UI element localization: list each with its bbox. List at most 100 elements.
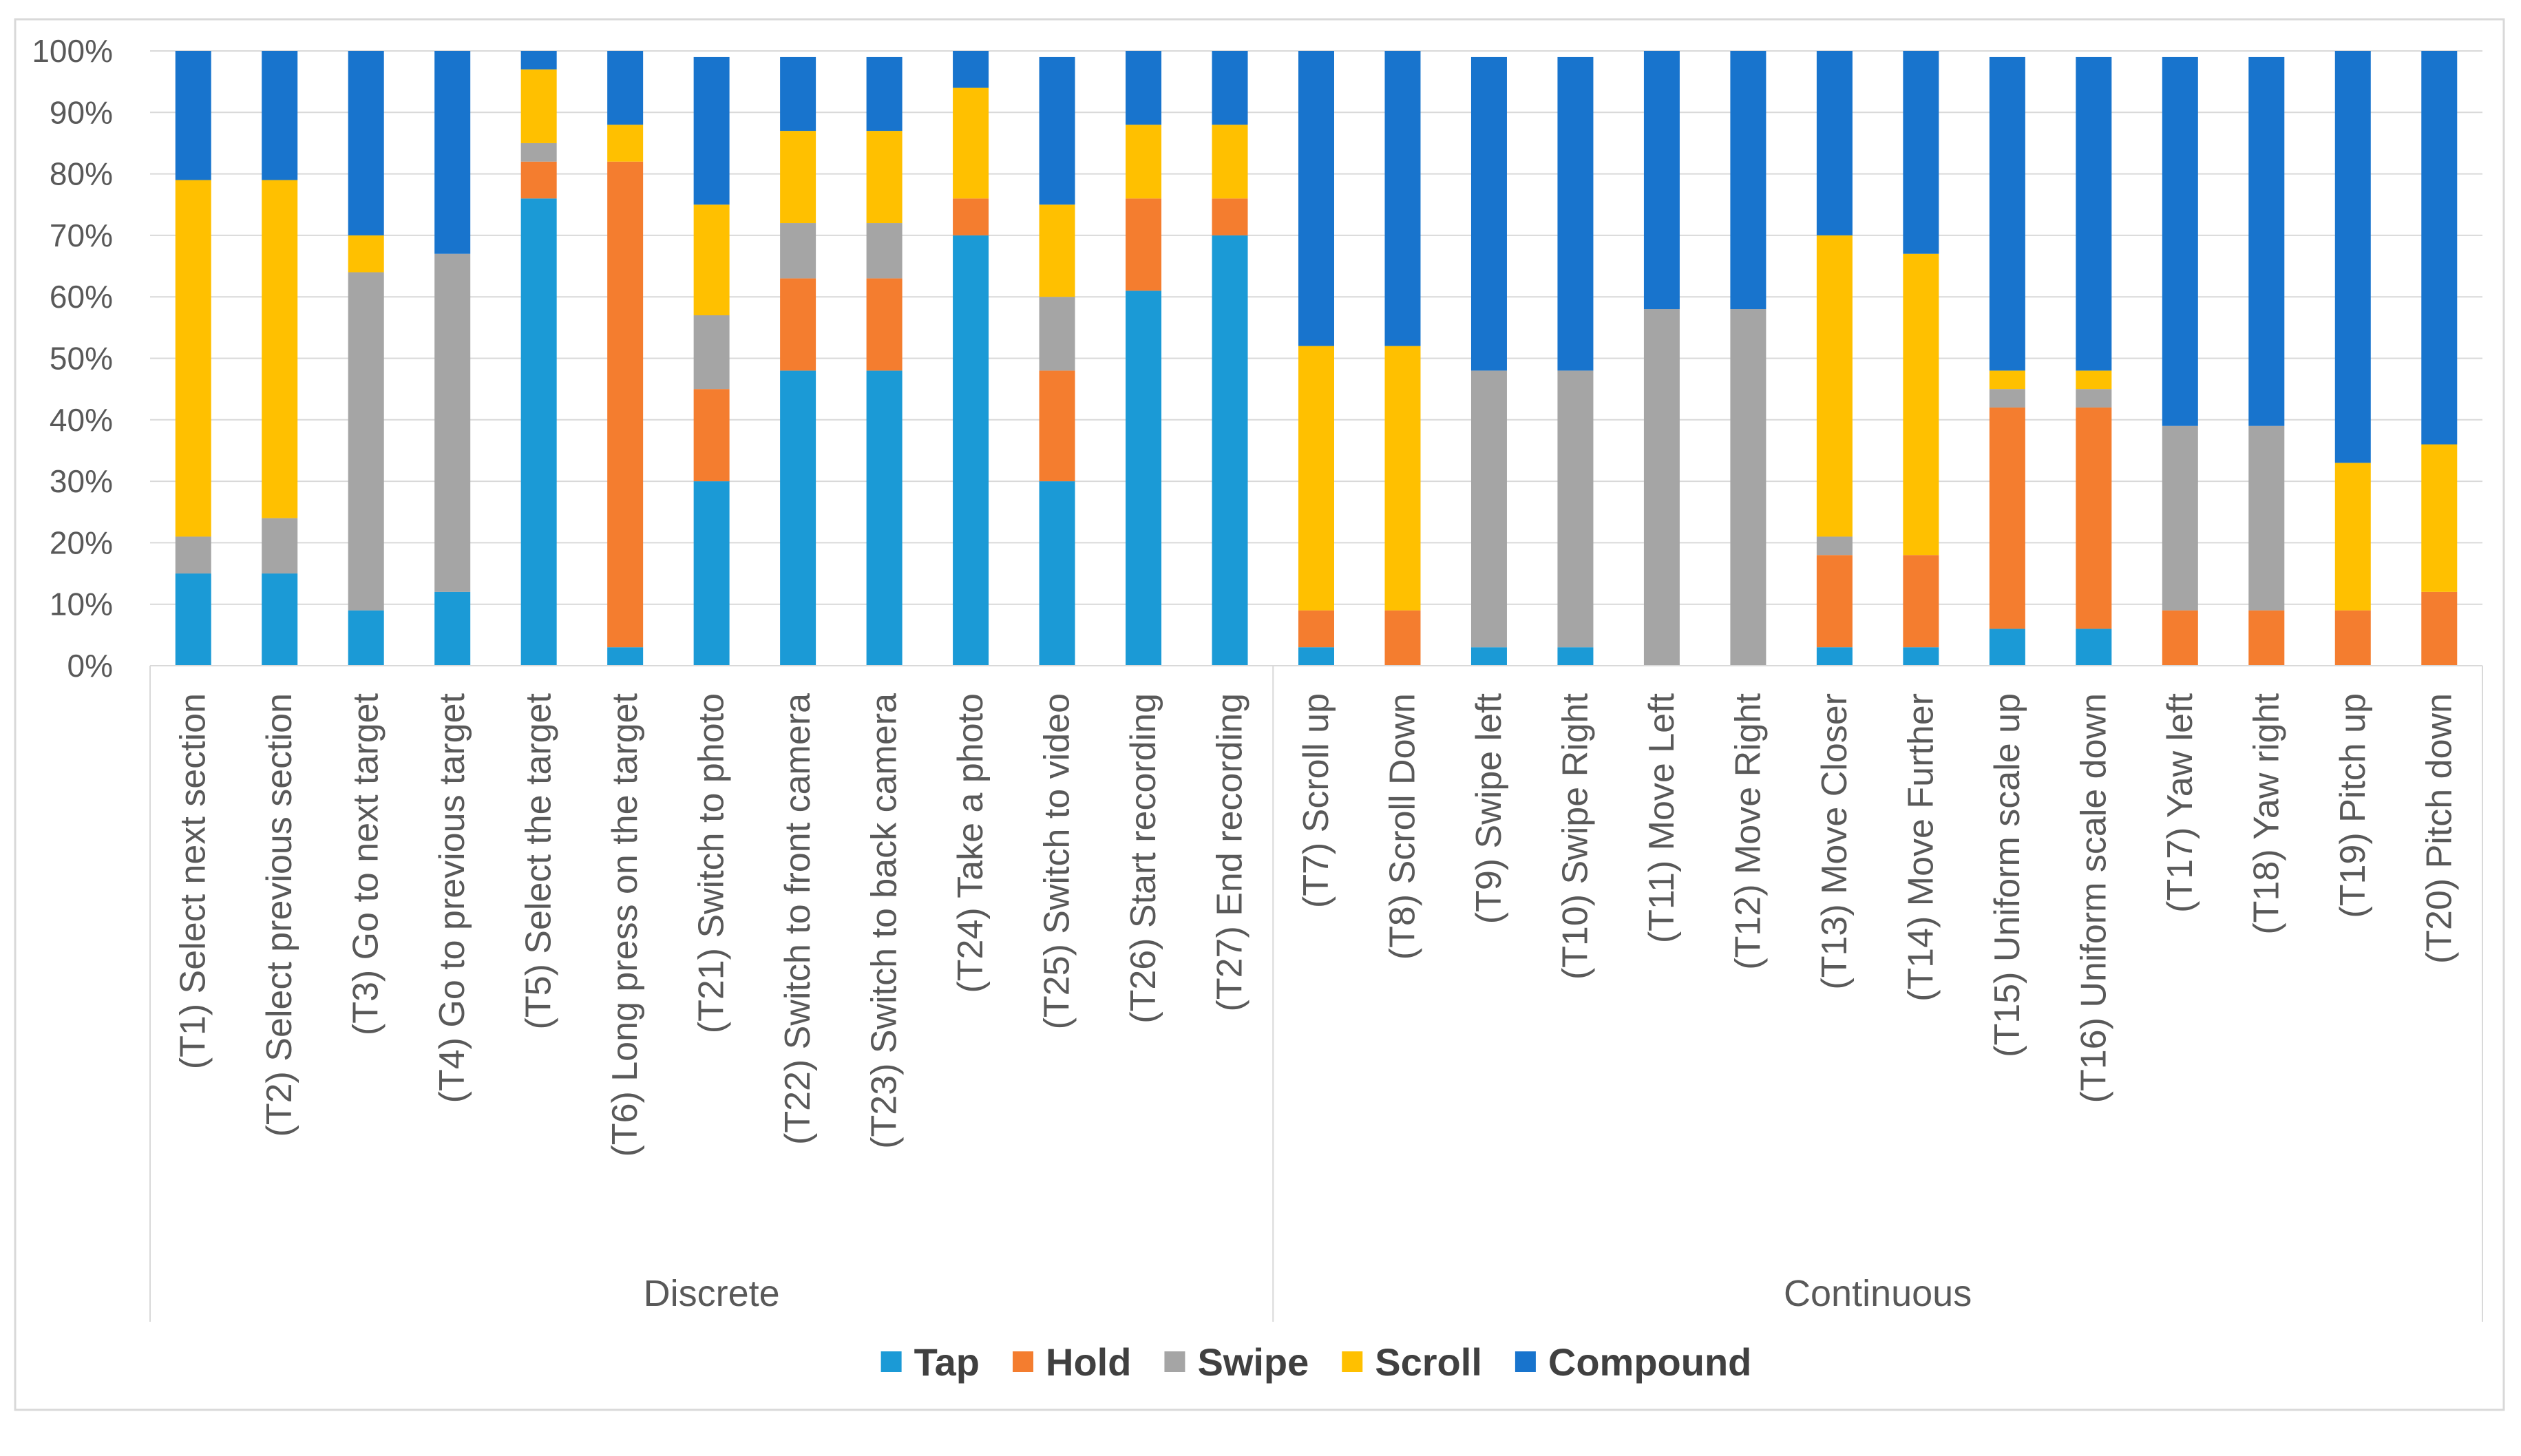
axes: 0% 10% 20% 30% 40% 50% 60% 70% 80% 90% 100% (T1) Se… bbox=[32, 33, 2483, 1322]
legend-label-swipe: Swipe bbox=[1197, 1340, 1309, 1384]
bar-segment-scroll bbox=[1384, 346, 1421, 611]
bar-segment-scroll bbox=[1212, 125, 1248, 199]
bar-segment-tap bbox=[693, 481, 730, 666]
category-label: (T9) Swipe left bbox=[1469, 693, 1509, 924]
category-label: (T14) Move Further bbox=[1901, 693, 1941, 1002]
bar-segment-swipe bbox=[434, 253, 471, 592]
bar-segment-hold bbox=[1989, 407, 2025, 629]
bar-segment-swipe bbox=[348, 272, 384, 611]
bar-segment-hold bbox=[953, 198, 989, 235]
y-tick-label: 70% bbox=[50, 218, 113, 253]
bar-segment-scroll bbox=[1816, 235, 1853, 537]
legend-label-hold: Hold bbox=[1046, 1340, 1131, 1384]
bar-segment-swipe bbox=[520, 143, 557, 162]
bar-segment-tap bbox=[1557, 647, 1594, 666]
bar-segment-scroll bbox=[2334, 463, 2371, 611]
category-label: (T17) Yaw left bbox=[2160, 693, 2200, 912]
category-label: (T12) Move Right bbox=[1728, 693, 1768, 969]
bar-segment-tap bbox=[1126, 291, 1162, 666]
bar-segment-hold bbox=[2076, 407, 2112, 629]
bar-segment-tap bbox=[2076, 629, 2112, 666]
bar-segment-compound bbox=[2248, 56, 2285, 426]
bar-segment-compound bbox=[607, 51, 644, 125]
bar-segment-swipe bbox=[1816, 536, 1853, 556]
bar-segment-compound bbox=[1816, 51, 1853, 235]
bar-segment-scroll bbox=[2421, 444, 2458, 592]
bar-segment-hold bbox=[1126, 198, 1162, 291]
bar-segment-swipe bbox=[693, 315, 730, 390]
bar-segment-hold bbox=[866, 278, 903, 371]
category-label: (T6) Long press on the target bbox=[605, 693, 645, 1157]
category-label: (T19) Pitch up bbox=[2333, 693, 2373, 918]
bar-segment-tap bbox=[1470, 647, 1507, 666]
group-label-discrete: Discrete bbox=[644, 1273, 780, 1314]
bar-segment-hold bbox=[2334, 610, 2371, 666]
bar-segment-swipe bbox=[2248, 425, 2285, 611]
category-label: (T8) Scroll Down bbox=[1382, 693, 1422, 960]
bar-segment-swipe bbox=[2162, 425, 2198, 611]
bar-segment-hold bbox=[1039, 370, 1075, 482]
bar-segment-compound bbox=[520, 51, 557, 70]
bar-segment-tap bbox=[1903, 647, 1939, 666]
bar-segment-swipe bbox=[1039, 297, 1075, 371]
group-label-continuous: Continuous bbox=[1784, 1273, 1972, 1314]
bar-segment-hold bbox=[1903, 555, 1939, 648]
bar-segment-compound bbox=[1298, 51, 1334, 346]
legend-swatch-hold bbox=[1013, 1351, 1034, 1372]
bar-segment-tap bbox=[520, 198, 557, 666]
y-tick-label: 90% bbox=[50, 94, 113, 130]
bar-segment-hold bbox=[1298, 610, 1334, 648]
y-tick-label: 80% bbox=[50, 156, 113, 192]
bars bbox=[175, 51, 2458, 666]
bar-segment-hold bbox=[607, 161, 644, 648]
bar-segment-compound bbox=[1039, 56, 1075, 205]
bar-segment-compound bbox=[1126, 51, 1162, 125]
bar-segment-scroll bbox=[520, 69, 557, 143]
bar-segment-scroll bbox=[607, 125, 644, 162]
y-tick-label: 40% bbox=[50, 402, 113, 438]
bar-segment-scroll bbox=[693, 204, 730, 315]
bar-segment-tap bbox=[866, 370, 903, 666]
bar-segment-scroll bbox=[1298, 346, 1334, 611]
bar-segment-compound bbox=[1470, 56, 1507, 371]
legend: Tap Hold Swipe Scroll Compound bbox=[880, 1340, 1751, 1384]
category-label: (T1) Select next section bbox=[173, 693, 213, 1069]
bar-segment-tap bbox=[1212, 235, 1248, 666]
bar-segment-tap bbox=[1298, 647, 1334, 666]
category-label: (T18) Yaw right bbox=[2246, 693, 2286, 934]
bar-segment-swipe bbox=[1730, 309, 1766, 666]
bar-segment-compound bbox=[693, 56, 730, 205]
y-tick-label: 50% bbox=[50, 341, 113, 377]
bar-segment-scroll bbox=[348, 235, 384, 273]
bar-segment-hold bbox=[1212, 198, 1248, 235]
category-label: (T13) Move Closer bbox=[1815, 693, 1855, 990]
bar-segment-scroll bbox=[262, 180, 298, 518]
bar-segment-hold bbox=[2421, 591, 2458, 666]
y-tick-label: 0% bbox=[67, 648, 113, 684]
bar-segment-swipe bbox=[780, 223, 816, 279]
bar-segment-tap bbox=[434, 591, 471, 666]
bar-segment-compound bbox=[780, 56, 816, 131]
category-label: (T2) Select previous section bbox=[260, 693, 299, 1137]
bar-segment-scroll bbox=[1989, 370, 2025, 390]
category-label: (T22) Switch to front camera bbox=[778, 693, 818, 1145]
bar-segment-swipe bbox=[1470, 370, 1507, 648]
bar-segment-compound bbox=[2076, 56, 2112, 371]
bar-segment-swipe bbox=[1989, 389, 2025, 408]
category-label: (T3) Go to next target bbox=[346, 693, 386, 1035]
category-label: (T23) Switch to back camera bbox=[865, 693, 905, 1149]
bar-segment-hold bbox=[2248, 610, 2285, 666]
bar-segment-compound bbox=[866, 56, 903, 131]
bar-segment-hold bbox=[1384, 610, 1421, 666]
bar-segment-swipe bbox=[262, 518, 298, 574]
bar-segment-hold bbox=[780, 278, 816, 371]
y-tick-label: 60% bbox=[50, 279, 113, 315]
y-tick-label: 30% bbox=[50, 463, 113, 499]
legend-label-tap: Tap bbox=[914, 1340, 980, 1384]
bar-segment-scroll bbox=[780, 131, 816, 224]
bar-segment-hold bbox=[2162, 610, 2198, 666]
category-label: (T24) Take a photo bbox=[951, 693, 991, 993]
bar-segment-compound bbox=[953, 51, 989, 88]
